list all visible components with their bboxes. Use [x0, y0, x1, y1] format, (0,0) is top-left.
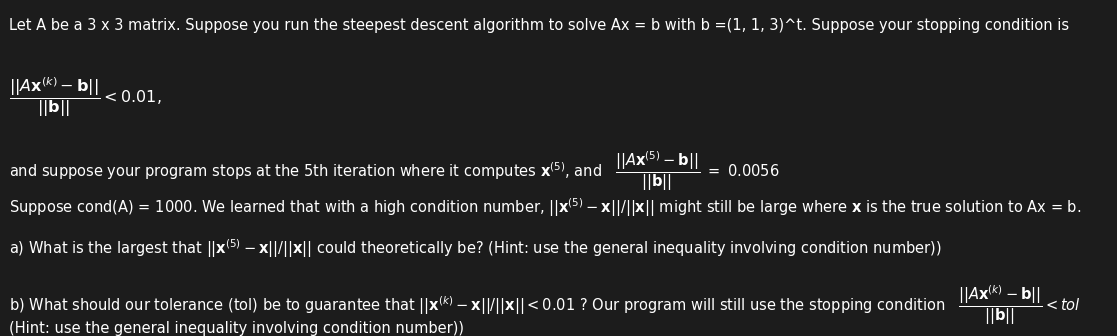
Text: Suppose cond(A) = 1000. We learned that with a high condition number, $||\mathbf: Suppose cond(A) = 1000. We learned that … [9, 197, 1081, 219]
Text: (Hint: use the general inequality involving condition number)): (Hint: use the general inequality involv… [9, 321, 464, 336]
Text: a) What is the largest that $||\mathbf{x}^{(5)} - \mathbf{x}||/||\mathbf{x}||$ c: a) What is the largest that $||\mathbf{x… [9, 237, 942, 260]
Text: Let A be a 3 x 3 matrix. Suppose you run the steepest descent algorithm to solve: Let A be a 3 x 3 matrix. Suppose you run… [9, 18, 1069, 34]
Text: and suppose your program stops at the 5th iteration where it computes $\mathbf{x: and suppose your program stops at the 5t… [9, 150, 780, 193]
Text: $\dfrac{||A\mathbf{x}^{(k)}-\mathbf{b}||}{||\mathbf{b}||} < 0.01,$: $\dfrac{||A\mathbf{x}^{(k)}-\mathbf{b}||… [9, 76, 162, 119]
Text: b) What should our tolerance (tol) be to guarantee that $||\mathbf{x}^{(k)} - \m: b) What should our tolerance (tol) be to… [9, 284, 1081, 327]
